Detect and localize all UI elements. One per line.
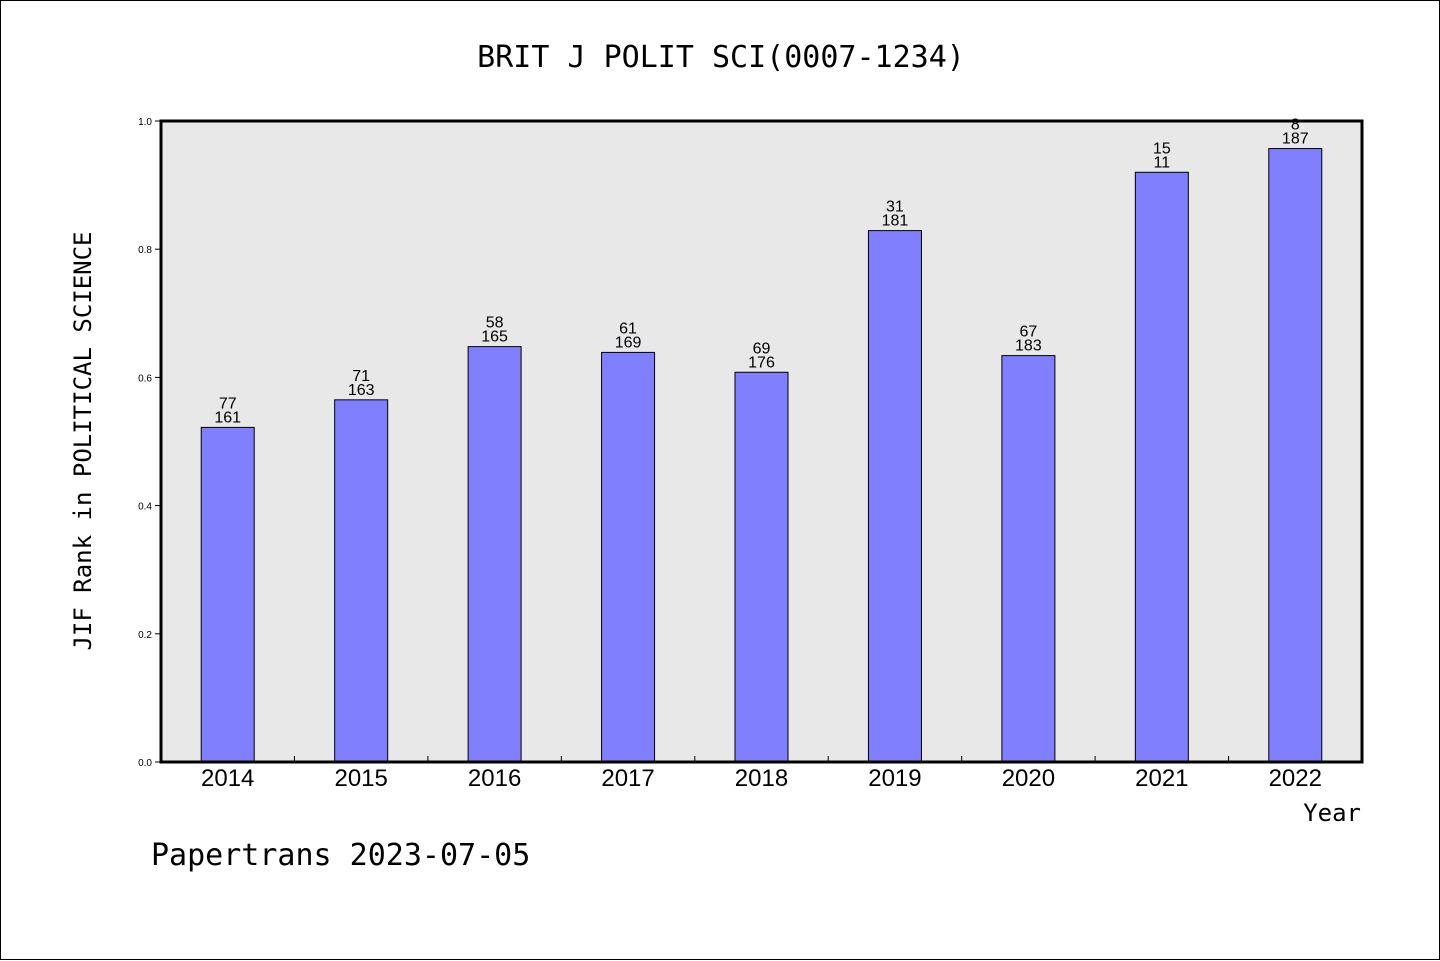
bars-layer <box>200 148 1323 763</box>
x-tick-label: 2018 <box>735 765 788 792</box>
bar-total-label: 163 <box>348 382 375 399</box>
x-tick-label: 2014 <box>201 765 254 792</box>
bar-rank-label: 15 <box>1153 140 1171 157</box>
bar-rank-label: 8 <box>1291 117 1300 134</box>
y-tick-label: 0.6 <box>138 373 152 384</box>
bar <box>734 371 789 763</box>
plot-border <box>159 119 1364 764</box>
x-tick-label: 2020 <box>1002 765 1055 792</box>
y-axis: 0.0 0.2 0.4 0.6 0.8 1.0 <box>138 117 161 769</box>
x-tick-label: 2017 <box>601 765 654 792</box>
x-tick-label: 2019 <box>868 765 921 792</box>
bar-total-label: 176 <box>748 354 775 371</box>
bar <box>1268 148 1323 763</box>
bar <box>467 346 522 763</box>
bar <box>200 426 255 763</box>
bar-rank-label: 69 <box>753 340 771 357</box>
y-tick-label: 0.0 <box>138 758 152 769</box>
bar <box>601 351 656 763</box>
bar <box>867 230 922 763</box>
x-tick-label: 2015 <box>334 765 387 792</box>
bar-total-label: 165 <box>481 329 508 346</box>
bar-total-label: 187 <box>1282 131 1309 148</box>
bar-rank-label: 71 <box>352 368 370 385</box>
chart-title: BRIT J POLIT SCI(0007-1234) <box>477 40 965 75</box>
x-tick-label: 2022 <box>1269 765 1322 792</box>
bar-total-label: 161 <box>214 409 241 426</box>
y-tick-label: 0.4 <box>138 502 152 513</box>
y-tick-label: 0.8 <box>138 245 152 256</box>
y-tick-label: 0.2 <box>138 630 152 641</box>
bar-rank-label: 58 <box>486 315 504 332</box>
x-axis: 2014 2015 2016 2017 2018 2019 2020 2021 2022 <box>201 756 1322 792</box>
bar <box>334 399 389 763</box>
bar-total-label: 169 <box>615 334 642 351</box>
bar <box>1134 171 1189 763</box>
y-axis-label: JIF Rank in POLITICAL SCIENCE <box>69 231 97 650</box>
bar-rank-label: 67 <box>1019 324 1037 341</box>
x-tick-label: 2016 <box>468 765 521 792</box>
bar-rank-label: 77 <box>219 395 237 412</box>
y-tick-label: 1.0 <box>138 117 152 128</box>
bar-total-label: 181 <box>882 213 909 230</box>
x-axis-label: Year <box>1303 799 1361 827</box>
bar-rank-label: 61 <box>619 320 637 337</box>
bar-total-label: 11 <box>1154 154 1171 171</box>
x-tick-label: 2021 <box>1135 765 1188 792</box>
footer-credit: Papertrans 2023-07-05 <box>151 838 530 873</box>
bar-rank-label: 31 <box>886 199 904 216</box>
bar-total-label: 183 <box>1015 338 1042 355</box>
bar <box>1001 355 1056 763</box>
